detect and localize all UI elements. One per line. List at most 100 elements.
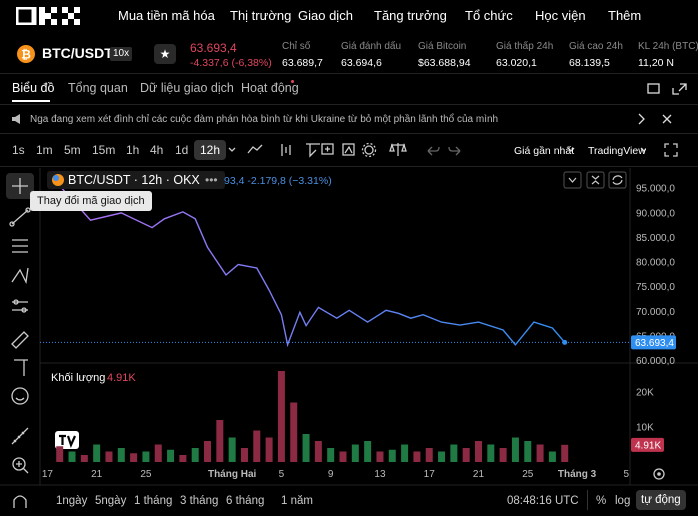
panel-icons[interactable]: [646, 82, 692, 96]
stat-value: 63.694,6: [341, 57, 382, 69]
interval[interactable]: 1m: [36, 143, 53, 157]
range-button[interactable]: 3 tháng: [180, 495, 219, 507]
volume-bar: [401, 444, 409, 462]
interval-active[interactable]: 12h: [194, 140, 227, 160]
interval[interactable]: 1d: [175, 143, 189, 157]
last-price-box: [631, 335, 676, 350]
nav-item[interactable]: Thị trường: [230, 8, 292, 23]
tab-underline: [12, 100, 50, 102]
x-tick-label: Tháng 3: [558, 469, 597, 480]
scale-button[interactable]: %: [596, 495, 607, 507]
volume-bar: [68, 451, 76, 462]
drawing-tools[interactable]: [0, 168, 40, 516]
legend-box[interactable]: [47, 171, 225, 189]
legend-menu[interactable]: •••: [205, 173, 218, 187]
range-button[interactable]: 1 tháng: [134, 495, 173, 507]
nav-item[interactable]: Tổ chức: [465, 8, 513, 23]
chart-engine[interactable]: TradingView: [588, 145, 646, 157]
price-line: [59, 185, 566, 348]
interval[interactable]: 1h: [126, 143, 140, 157]
settings-icon[interactable]: [653, 468, 665, 480]
svg-text:₿: ₿: [21, 48, 31, 62]
nav-item[interactable]: Mua tiền mã hóa: [118, 8, 215, 23]
volume-bar: [462, 448, 470, 462]
volume-bar: [142, 451, 150, 462]
volume-bar: [327, 448, 335, 462]
divider: [0, 104, 698, 105]
volume-bar: [93, 444, 101, 462]
y-tick-label: 20K: [636, 388, 654, 399]
volume-bar: [561, 444, 569, 462]
volume-bar: [191, 448, 199, 462]
volume-bar: [450, 444, 458, 462]
notice-controls[interactable]: [636, 112, 676, 126]
volume-bar: [216, 420, 224, 462]
stat-value: 63.689,7: [282, 57, 323, 69]
nav-item[interactable]: Thêm: [608, 8, 642, 23]
volume-bar: [56, 446, 64, 462]
volume-bar: [228, 437, 236, 462]
tab[interactable]: Tổng quan: [68, 81, 128, 95]
tab[interactable]: Dữ liệu giao dịch: [140, 81, 234, 95]
price-source[interactable]: Giá gần nhất: [514, 145, 575, 157]
volume-bar: [130, 453, 138, 462]
last-price-dot: [562, 339, 568, 345]
legend-change: 93,4 -2.179,8 (−3.31%): [224, 175, 332, 187]
legend-symbol[interactable]: BTC/USDT · 12h · OKX: [68, 173, 200, 187]
notice[interactable]: Nga đang xem xét đình chỉ các cuộc đàm p…: [30, 114, 499, 125]
x-tick-label: 25: [522, 469, 534, 480]
divider: [0, 166, 698, 167]
volume-bar: [105, 451, 113, 462]
volume-title: Khối lượng: [51, 372, 106, 384]
y-tick-label: 75.000,0: [636, 282, 675, 293]
interval[interactable]: 1s: [12, 143, 25, 157]
logo[interactable]: [16, 7, 80, 25]
volume-bar: [438, 451, 446, 462]
fullscreen-icon[interactable]: [664, 143, 678, 157]
y-tick-label: 80.000,0: [636, 258, 675, 269]
scale-button-active[interactable]: tự động: [636, 490, 686, 510]
range-button[interactable]: 5ngày: [95, 495, 127, 507]
stat-value: $63.688,94: [418, 57, 471, 69]
interval[interactable]: 15m: [92, 143, 116, 157]
volume-bar: [277, 371, 285, 462]
legend-icon: [52, 174, 64, 186]
range-button[interactable]: 6 tháng: [226, 495, 265, 507]
favorite-button[interactable]: ★: [154, 44, 176, 64]
clock: 08:48:16 UTC: [507, 495, 579, 507]
x-tick-label: Tháng Hai: [208, 469, 257, 480]
scale-button[interactable]: log: [615, 495, 631, 507]
nav-item[interactable]: Giao dịch: [298, 8, 353, 23]
nav-item[interactable]: Tăng trưởng: [374, 8, 447, 23]
leverage: 10x: [110, 47, 133, 61]
x-tick-label: 17: [424, 469, 436, 480]
y-tick-label: 85.000,0: [636, 233, 675, 244]
range-button[interactable]: 1 năm: [281, 495, 313, 507]
toolbar-icons[interactable]: [226, 140, 646, 160]
interval[interactable]: 4h: [150, 143, 164, 157]
x-tick-label: 17: [42, 469, 54, 480]
x-tick-label: 21: [473, 469, 485, 480]
volume-bar: [499, 448, 507, 462]
x-tick-label: 9: [328, 469, 334, 480]
stat-value: 63.020,1: [496, 57, 537, 69]
tab[interactable]: Hoạt động: [241, 81, 299, 95]
speaker-icon: [12, 114, 20, 124]
last-price: 63.693,4: [190, 41, 237, 55]
tab-active[interactable]: Biểu đồ: [12, 81, 55, 95]
btc-icon: ₿: [17, 45, 35, 63]
volume-bar: [376, 451, 384, 462]
symbol[interactable]: BTC/USDT: [42, 45, 113, 61]
volume-bar: [179, 455, 187, 462]
nav-item[interactable]: Học viện: [535, 8, 586, 23]
volume-bar: [167, 449, 175, 462]
y-tick-label: 70.000,0: [636, 307, 675, 318]
volume-bar: [413, 451, 421, 462]
range-button[interactable]: 1ngày: [56, 495, 88, 507]
pane-buttons[interactable]: [563, 171, 627, 189]
x-tick-label: 13: [374, 469, 386, 480]
stat-label: KL 24h (BTC): [638, 41, 698, 52]
volume-bar: [425, 448, 433, 462]
interval[interactable]: 5m: [64, 143, 81, 157]
volume-last: 4.91K: [107, 372, 136, 384]
